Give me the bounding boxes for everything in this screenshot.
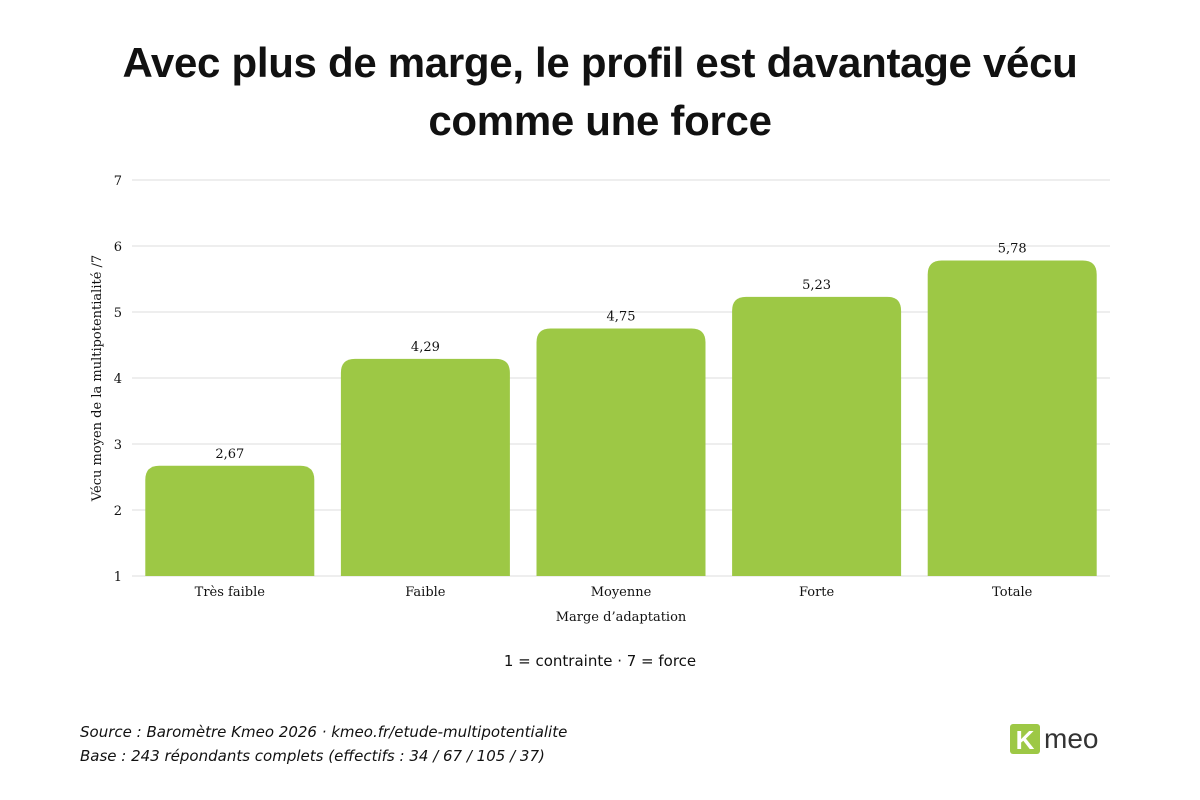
chart-title: Avec plus de marge, le profil est davant… xyxy=(60,34,1140,150)
bar-value-label: 5,78 xyxy=(998,242,1027,257)
logo-text: meo xyxy=(1044,723,1098,754)
bar-value-label: 5,23 xyxy=(802,278,831,293)
bar xyxy=(927,260,1097,576)
source-block: Source : Baromètre Kmeo 2026 · kmeo.fr/e… xyxy=(80,720,567,768)
bar xyxy=(536,328,706,576)
bar xyxy=(340,358,510,576)
x-axis-label: Marge d’adaptation xyxy=(556,610,687,625)
scale-note: 1 = contrainte · 7 = force xyxy=(503,652,697,670)
x-axis-ticks: Très faible Faible Moyenne Forte Totale xyxy=(195,585,1033,600)
bar-value-label: 4,29 xyxy=(411,340,440,355)
x-tick-label: Moyenne xyxy=(591,585,652,600)
chart-title-line-1: Avec plus de marge, le profil est davant… xyxy=(122,39,1078,86)
logo-k-box xyxy=(1010,724,1040,754)
kmeo-logo: K meo xyxy=(1010,723,1098,755)
x-tick-label: Totale xyxy=(992,585,1033,600)
x-tick-label: Forte xyxy=(799,585,835,600)
x-tick-label: Très faible xyxy=(195,585,266,600)
base-line: Base : 243 répondants complets (effectif… xyxy=(80,747,545,765)
bars xyxy=(145,260,1097,576)
y-axis-ticks: 1 2 3 4 5 6 7 xyxy=(114,174,122,585)
y-tick-label: 1 xyxy=(114,570,122,585)
y-tick-label: 7 xyxy=(114,174,122,189)
bar-value-label: 4,75 xyxy=(607,310,636,325)
bar xyxy=(732,296,902,576)
y-axis-label: Vécu moyen de la multipotentialité /7 xyxy=(90,255,105,502)
y-tick-label: 6 xyxy=(114,240,122,255)
bar xyxy=(145,465,315,576)
bar-value-label: 2,67 xyxy=(215,447,244,462)
y-tick-label: 3 xyxy=(114,438,122,453)
x-tick-label: Faible xyxy=(405,585,446,600)
logo-k-letter: K xyxy=(1016,725,1035,755)
source-line: Source : Baromètre Kmeo 2026 · kmeo.fr/e… xyxy=(80,723,568,741)
y-tick-label: 2 xyxy=(114,504,122,519)
y-tick-label: 5 xyxy=(114,306,122,321)
chart-title-line-2: comme une force xyxy=(428,97,772,144)
y-tick-label: 4 xyxy=(114,372,122,387)
value-labels: 2,67 4,29 4,75 5,23 5,78 xyxy=(215,242,1026,462)
